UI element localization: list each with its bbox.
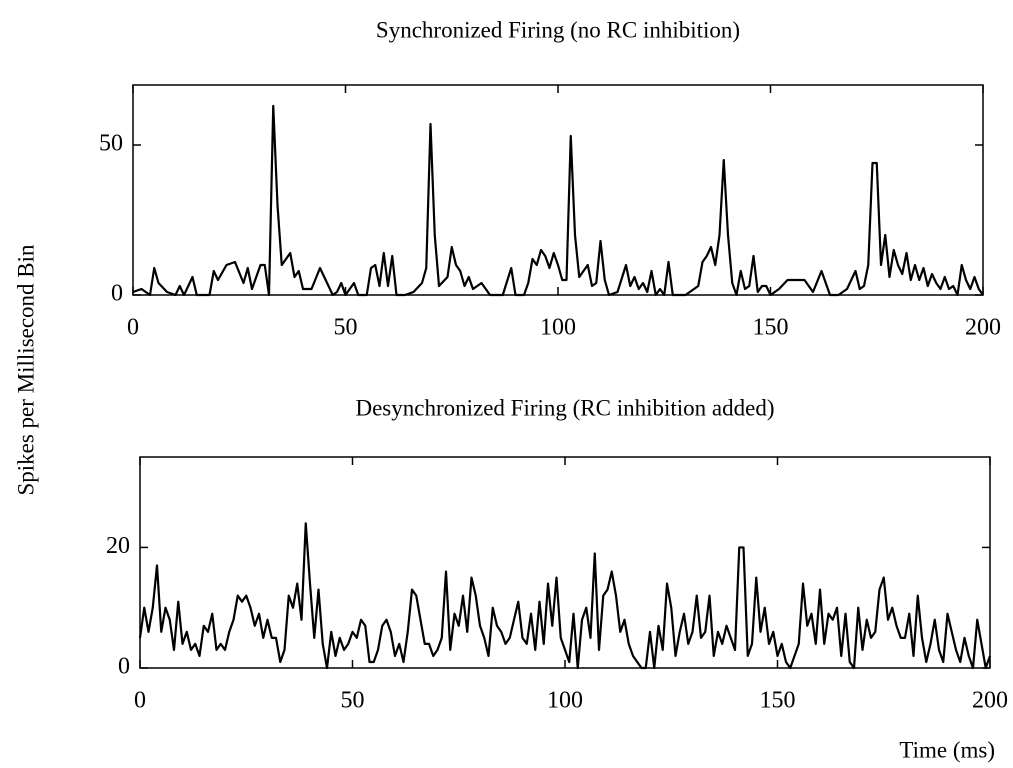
- y-tick-label: 0: [111, 281, 123, 307]
- x-tick-label: 100: [547, 688, 583, 714]
- y-tick-label: 0: [118, 654, 130, 680]
- chart-title: Desynchronized Firing (RC inhibition add…: [355, 395, 774, 420]
- x-tick-label: 50: [334, 315, 358, 341]
- y-tick-label: 20: [106, 533, 130, 559]
- x-tick-label: 200: [972, 688, 1008, 714]
- x-tick-label: 50: [341, 688, 365, 714]
- data-line: [138, 522, 992, 670]
- x-tick-label: 150: [760, 688, 796, 714]
- data-line: [132, 104, 984, 297]
- x-tick-label: 100: [540, 315, 576, 341]
- x-tick-label: 0: [127, 315, 139, 341]
- chart-title: Synchronized Firing (no RC inhibition): [376, 17, 740, 42]
- x-axis-label: Time (ms): [899, 737, 995, 762]
- x-tick-label: 150: [753, 315, 789, 341]
- plot-frame: [139, 456, 991, 669]
- x-tick-label: 200: [965, 315, 1001, 341]
- y-tick-label: 50: [99, 131, 123, 157]
- y-axis-label: Spikes per Millisecond Bin: [13, 244, 38, 496]
- x-tick-label: 0: [134, 688, 146, 714]
